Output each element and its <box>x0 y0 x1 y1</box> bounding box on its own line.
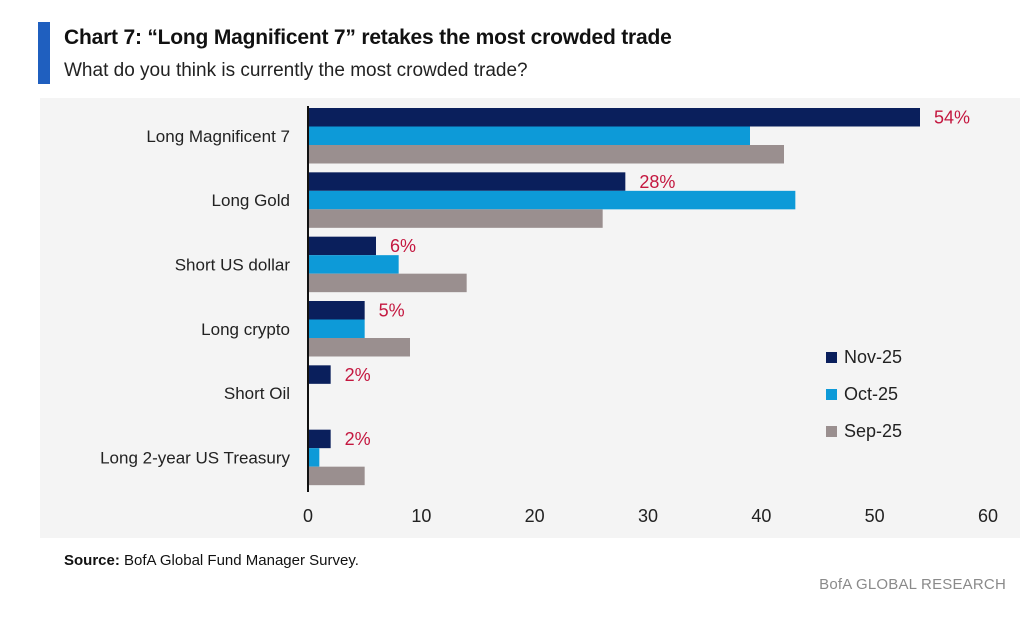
chart-area: Long Magnificent 7 54% Long Gold 28% Short U… <box>40 98 1020 538</box>
bar-oct-25-5 <box>308 448 320 467</box>
legend-swatch <box>826 389 837 400</box>
bar-oct-25-0 <box>308 126 750 145</box>
legend-label: Sep-25 <box>844 421 902 441</box>
data-label: 28% <box>639 172 675 192</box>
source-text: BofA Global Fund Manager Survey. <box>119 552 359 569</box>
bar-chart: Long Magnificent 7 54% Long Gold 28% Short U… <box>40 98 1020 538</box>
category-label: Long 2-year US Treasury <box>100 448 290 467</box>
category-label: Short Oil <box>224 384 290 403</box>
category-label: Short US dollar <box>175 255 291 274</box>
title-accent-bar <box>38 22 50 84</box>
source-note: Source: BofA Global Fund Manager Survey. <box>64 552 359 569</box>
x-tick-label: 0 <box>303 506 313 526</box>
x-tick-label: 30 <box>638 506 658 526</box>
category-label: Long crypto <box>201 320 290 339</box>
source-label: Source: <box>64 552 120 569</box>
legend-label: Nov-25 <box>844 347 902 367</box>
bar-nov-25-2 <box>308 236 376 256</box>
bar-nov-25-4 <box>308 365 331 384</box>
x-tick-label: 60 <box>978 506 998 526</box>
chart-title: Chart 7: “Long Magnificent 7” retakes th… <box>64 26 672 49</box>
legend-swatch <box>826 426 837 437</box>
bar-nov-25-5 <box>308 429 331 449</box>
data-label: 6% <box>390 236 416 256</box>
category-label: Long Magnificent 7 <box>146 127 290 146</box>
bar-sep-25-1 <box>308 209 603 228</box>
bar-oct-25-2 <box>308 255 399 274</box>
x-tick-label: 10 <box>411 506 431 526</box>
data-label: 2% <box>345 429 371 449</box>
data-label: 2% <box>345 365 371 385</box>
data-label: 54% <box>934 108 970 128</box>
bar-sep-25-5 <box>308 466 365 486</box>
brand-footer: BofA GLOBAL RESEARCH <box>819 576 1006 593</box>
data-label: 5% <box>379 301 405 321</box>
bar-sep-25-2 <box>308 273 467 293</box>
x-tick-label: 20 <box>525 506 545 526</box>
legend-swatch <box>826 352 837 363</box>
x-tick-label: 40 <box>751 506 771 526</box>
chart-subtitle: What do you think is currently the most … <box>64 60 528 81</box>
bar-nov-25-3 <box>308 301 365 320</box>
bar-sep-25-3 <box>308 338 410 357</box>
bar-sep-25-0 <box>308 145 784 164</box>
category-label: Long Gold <box>212 191 290 210</box>
bar-nov-25-1 <box>308 172 626 191</box>
plot-background <box>40 98 1020 538</box>
bar-oct-25-3 <box>308 319 365 338</box>
legend-label: Oct-25 <box>844 384 898 404</box>
bar-nov-25-0 <box>308 108 920 127</box>
bar-oct-25-1 <box>308 190 796 210</box>
x-tick-label: 50 <box>865 506 885 526</box>
